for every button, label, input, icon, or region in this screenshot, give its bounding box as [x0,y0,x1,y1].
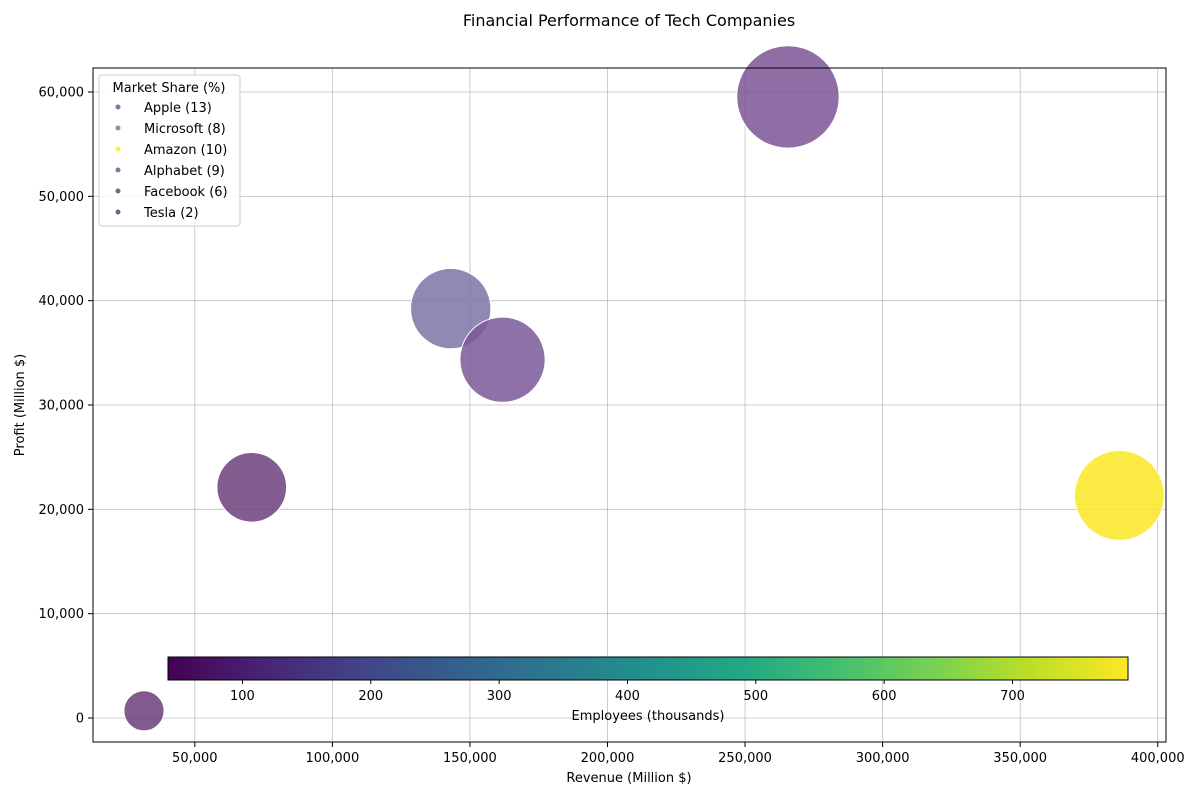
legend-marker [115,125,121,131]
bubble [736,45,840,149]
y-tick-label: 40,000 [39,294,85,309]
y-tick-label: 0 [76,712,84,727]
bubble [1074,450,1165,541]
x-tick-label: 50,000 [172,751,218,766]
x-axis-title: Revenue (Million $) [566,771,691,786]
x-tick-label: 200,000 [581,751,635,766]
colorbar: 100 200 300 400 500 600 700 Employees (thousan… [167,656,1129,724]
y-tick-label: 10,000 [39,607,85,622]
legend-box [98,74,241,227]
colorbar-tick-label: 200 [358,689,383,704]
x-tick-label: 350,000 [993,751,1047,766]
legend-label: Facebook (6) [144,185,228,200]
grid [93,68,1166,742]
legend-label: Apple (13) [144,101,212,116]
plot-frame [92,67,1167,743]
x-axis-ticks: 50,000 100,000 150,000 200,000 250,000 300,00… [172,742,1185,766]
x-tick-label: 250,000 [718,751,772,766]
colorbar-tick-label: 500 [743,689,768,704]
legend-marker [115,167,121,173]
colorbar-tick-label: 400 [615,689,640,704]
bubble [459,316,546,403]
y-axis-ticks: 0 10,000 20,000 30,000 40,000 50,000 60,000 [39,85,93,727]
legend-title: Market Share (%) [113,81,226,96]
y-axis-title: Profit (Million $) [13,354,28,456]
colorbar-tick-label: 100 [230,689,255,704]
bubbles [123,45,1165,732]
y-tick-label: 50,000 [39,190,85,205]
colorbar-tick-label: 300 [487,689,512,704]
legend: Market Share (%) Apple (13) Microsoft (8)… [98,74,241,227]
legend-label: Alphabet (9) [144,164,225,179]
legend-marker [115,146,121,152]
colorbar-gradient [167,656,1129,681]
y-tick-label: 60,000 [39,85,85,100]
x-tick-label: 300,000 [856,751,910,766]
chart-title: Financial Performance of Tech Companies [463,11,795,30]
x-tick-label: 150,000 [443,751,497,766]
colorbar-tick-label: 600 [872,689,897,704]
colorbar-tick-label: 700 [1000,689,1025,704]
bubble [216,452,288,523]
colorbar-label: Employees (thousands) [572,709,725,724]
x-tick-label: 400,000 [1131,751,1185,766]
legend-label: Microsoft (8) [144,122,226,137]
bubble [123,690,165,732]
legend-marker [115,188,121,194]
y-tick-label: 20,000 [39,503,85,518]
legend-label: Tesla (2) [143,206,199,221]
x-tick-label: 100,000 [305,751,359,766]
y-tick-label: 30,000 [39,399,85,414]
legend-label: Amazon (10) [144,143,227,158]
legend-marker [115,209,121,215]
bubble [410,267,492,350]
legend-marker [115,104,121,110]
